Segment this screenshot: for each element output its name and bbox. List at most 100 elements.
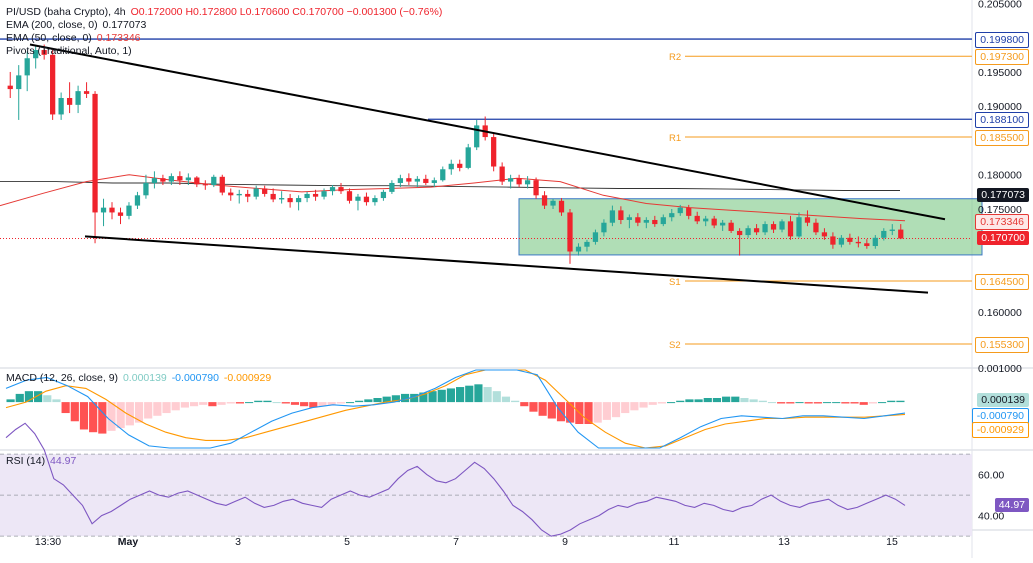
candle-body <box>126 205 132 216</box>
macd-histogram-bar <box>400 393 410 403</box>
candle-body <box>635 217 641 223</box>
macd-histogram-bar <box>116 402 125 429</box>
macd-histogram-bar <box>813 402 822 404</box>
legend-macd[interactable]: MACD (12, 26, close, 9) 0.000139 -0.0007… <box>6 372 271 384</box>
macd-histogram-bar <box>593 402 602 423</box>
macd-histogram-bar <box>685 399 694 403</box>
candle-body <box>7 85 13 90</box>
pivot-label-r2: R2 <box>669 52 681 63</box>
candle-body <box>736 230 743 236</box>
macd-histogram-bar <box>309 402 318 408</box>
price-tick-label: 0.190000 <box>978 101 1022 113</box>
macd-histogram-bar <box>602 402 611 420</box>
candle-body <box>864 243 870 247</box>
candle-body <box>228 192 234 196</box>
macd-histogram-bar <box>15 393 24 403</box>
macd-histogram-bar <box>245 402 254 404</box>
candle-body <box>262 188 268 194</box>
candle-body <box>474 125 480 148</box>
pivot-price-tag-s1: 0.164500 <box>975 273 1029 290</box>
macd-histogram-bar <box>437 389 446 403</box>
candle-body <box>533 180 539 196</box>
macd-histogram-bar <box>125 402 134 426</box>
macd-histogram-bar <box>786 402 795 404</box>
candle-body <box>855 241 861 244</box>
candle-body <box>363 196 370 203</box>
candle-body <box>177 176 183 181</box>
macd-line-tag: -0.000790 <box>971 407 1029 424</box>
macd-histogram-bar <box>107 402 116 431</box>
legend-ema200[interactable]: EMA (200, close, 0) 0.177073 <box>6 19 146 31</box>
time-axis-label: 13 <box>778 536 790 548</box>
macd-histogram-bar <box>877 402 887 404</box>
candle-body <box>787 221 794 237</box>
macd-histogram-bar <box>547 402 556 419</box>
macd-histogram-bar <box>621 402 630 414</box>
macd-histogram-bar <box>263 400 272 403</box>
candle-body <box>804 217 811 223</box>
candle-body <box>567 212 573 252</box>
candle-body <box>499 166 505 182</box>
macd-histogram-bar <box>382 396 391 403</box>
consolidation-box <box>518 198 983 256</box>
macd-histogram-bar <box>474 384 483 403</box>
candle-body <box>83 91 90 94</box>
candle-body <box>41 50 47 55</box>
candle-body <box>58 97 64 115</box>
candle-body <box>711 218 717 226</box>
candle-body <box>669 213 675 218</box>
legend-symbol: PI/USD (baha Crypto), 4h O0.172000 H0.17… <box>6 6 442 18</box>
candle-body <box>448 163 454 170</box>
macd-histogram-bar <box>584 402 593 424</box>
candle-body <box>75 91 81 105</box>
macd-histogram-bar <box>410 393 419 403</box>
candle-body <box>838 237 845 245</box>
candle-body <box>584 241 590 247</box>
legend-ema50[interactable]: EMA (50, close, 0) 0.173346 <box>6 32 141 44</box>
candle-body <box>380 191 387 199</box>
candle-body <box>507 178 514 182</box>
price-tick-label: 0.175000 <box>978 204 1022 216</box>
candle-body <box>889 229 895 231</box>
macd-histogram-bar <box>639 402 648 408</box>
macd-histogram-bar <box>144 402 153 419</box>
legend-pivots[interactable]: Pivots (Traditional, Auto, 1) <box>6 45 132 57</box>
price-tick-label: 0.180000 <box>978 170 1022 182</box>
macd-histogram-bar <box>24 391 34 403</box>
candle-body <box>830 236 836 245</box>
macd-histogram-bar <box>345 402 355 404</box>
candle-body <box>321 191 327 197</box>
legend-rsi[interactable]: RSI (14) 44.97 <box>6 455 76 467</box>
macd-histogram-bar <box>767 402 777 404</box>
price-tick-label: 0.195000 <box>978 67 1022 79</box>
trendline-lower <box>84 235 929 294</box>
macd-histogram-bar <box>300 402 309 407</box>
candle-body <box>609 210 616 223</box>
candle-body <box>236 193 242 196</box>
macd-histogram-bar <box>501 396 511 403</box>
macd-histogram-bar <box>217 402 226 405</box>
candle-body <box>423 178 429 183</box>
candle-body <box>796 217 802 237</box>
macd-histogram-bar <box>529 402 538 412</box>
macd-histogram-bar <box>896 400 905 403</box>
candle-body <box>660 217 666 225</box>
candle-body <box>151 178 158 183</box>
candle-body <box>117 212 124 216</box>
candle-body <box>779 221 785 230</box>
candle-body <box>406 178 412 182</box>
macd-histogram-bar <box>850 402 859 404</box>
time-axis-label: 15 <box>886 536 898 548</box>
candle-body <box>465 147 471 168</box>
candle-body <box>524 180 531 185</box>
macd-histogram-bar <box>327 402 336 405</box>
candle-body <box>33 50 39 59</box>
candle-body <box>847 237 853 242</box>
macd-histogram-bar <box>272 402 281 404</box>
hline-price-tag: 0.188100 <box>975 112 1029 129</box>
macd-histogram-bar <box>520 402 529 407</box>
macd-histogram-bar <box>611 402 621 418</box>
candle-body <box>872 237 878 247</box>
